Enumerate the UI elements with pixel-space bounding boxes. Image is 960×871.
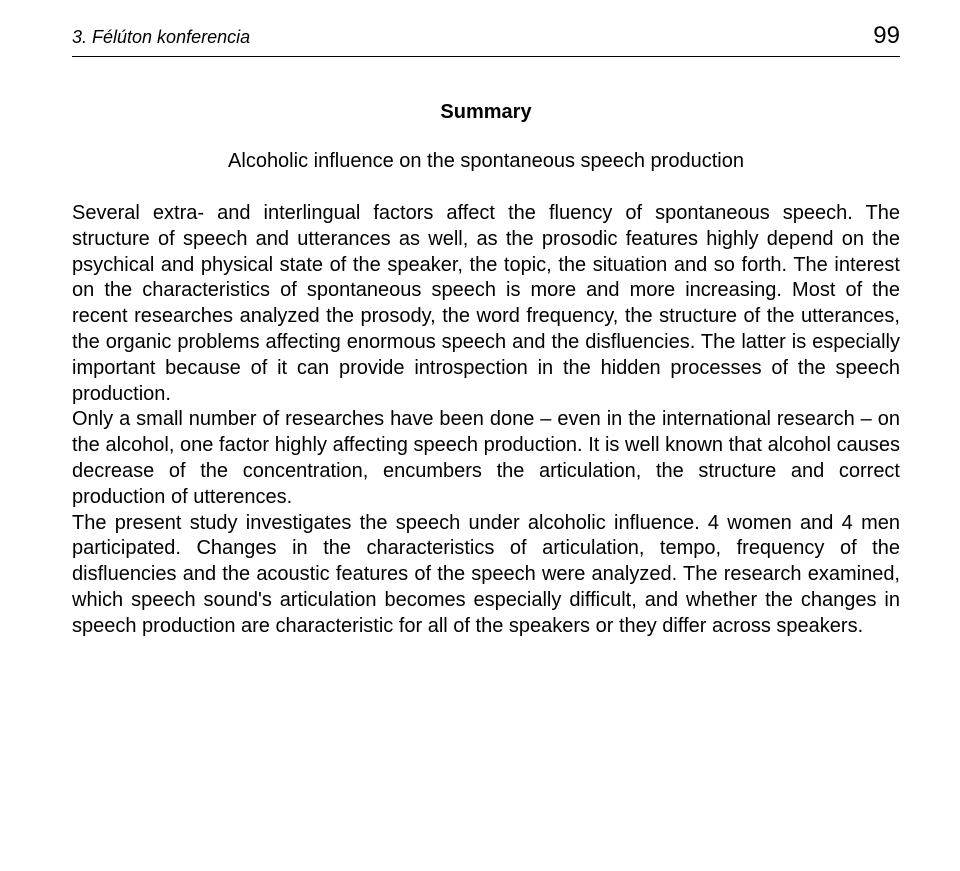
page: 3. Félúton konferencia 99 Summary Alcoho…	[0, 0, 960, 640]
summary-heading: Summary	[72, 101, 900, 124]
running-header: 3. Félúton konferencia 99	[72, 22, 900, 56]
body-text: Several extra- and interlingual factors …	[72, 201, 900, 640]
header-title: 3. Félúton konferencia	[72, 27, 250, 48]
page-number: 99	[873, 22, 900, 50]
header-rule	[72, 56, 900, 57]
article-title: Alcoholic influence on the spontaneous s…	[72, 150, 900, 173]
